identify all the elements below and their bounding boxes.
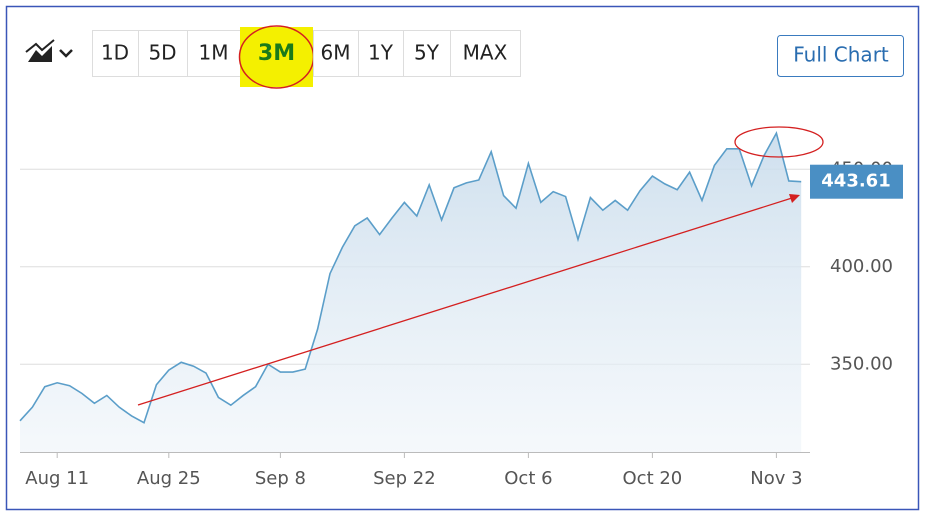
- icon: [25, 39, 55, 53]
- annotation-arrow: [137, 197, 793, 406]
- button-label: 6M: [321, 41, 351, 65]
- button-box: [777, 35, 904, 77]
- icon: [59, 49, 73, 58]
- y-tick-label: 400.00: [830, 256, 893, 277]
- chart-type-icon[interactable]: [25, 39, 73, 62]
- x-tick-label: Sep 8: [255, 468, 306, 489]
- button-box: [92, 30, 139, 77]
- x-tick-label: Sep 22: [373, 468, 436, 489]
- full-chart-button[interactable]: Full Chart: [777, 35, 904, 77]
- x-tick-label: Oct 6: [504, 468, 552, 489]
- last-price-box: [810, 164, 903, 199]
- x-tick-label: Oct 20: [623, 468, 683, 489]
- x-tick-label: Aug 25: [137, 468, 201, 489]
- area-fill: [20, 133, 802, 453]
- range-button[interactable]: 1Y: [358, 30, 404, 77]
- button-box: [313, 30, 359, 77]
- button-label: 1M: [199, 41, 229, 65]
- price-line: [19, 131, 802, 424]
- range-button[interactable]: 3M: [238, 25, 315, 89]
- icon: [28, 46, 52, 62]
- range-button[interactable]: MAX: [450, 30, 521, 77]
- button-box: [403, 30, 451, 77]
- button-label: 5Y: [414, 41, 440, 65]
- button-label: 3M: [258, 41, 295, 66]
- x-tick-label: Aug 11: [25, 468, 89, 489]
- toolbar: 1D 5D 1M 3M 6M 1Y 5Y MAX Full Chart: [25, 25, 904, 89]
- button-label: 5D: [148, 41, 176, 65]
- range-button[interactable]: 5Y: [403, 30, 451, 77]
- range-button[interactable]: 5D: [138, 30, 188, 77]
- annotation-arrowhead: [789, 194, 800, 203]
- last-price-label: 443.61: [821, 171, 890, 192]
- range-button[interactable]: 6M: [313, 30, 359, 77]
- selected-highlight: [240, 27, 313, 87]
- button-box: [450, 30, 521, 77]
- annotation-circle: [734, 126, 824, 158]
- button-label: Full Chart: [793, 43, 889, 67]
- range-button[interactable]: 1D: [92, 30, 139, 77]
- button-box: [187, 30, 241, 77]
- button-label: 1Y: [368, 41, 394, 65]
- range-button[interactable]: 1M: [187, 30, 241, 77]
- button-label: MAX: [463, 41, 508, 65]
- button-label: 1D: [101, 41, 129, 65]
- y-tick-label: 350.00: [830, 353, 893, 374]
- x-tick-label: Nov 3: [750, 468, 802, 489]
